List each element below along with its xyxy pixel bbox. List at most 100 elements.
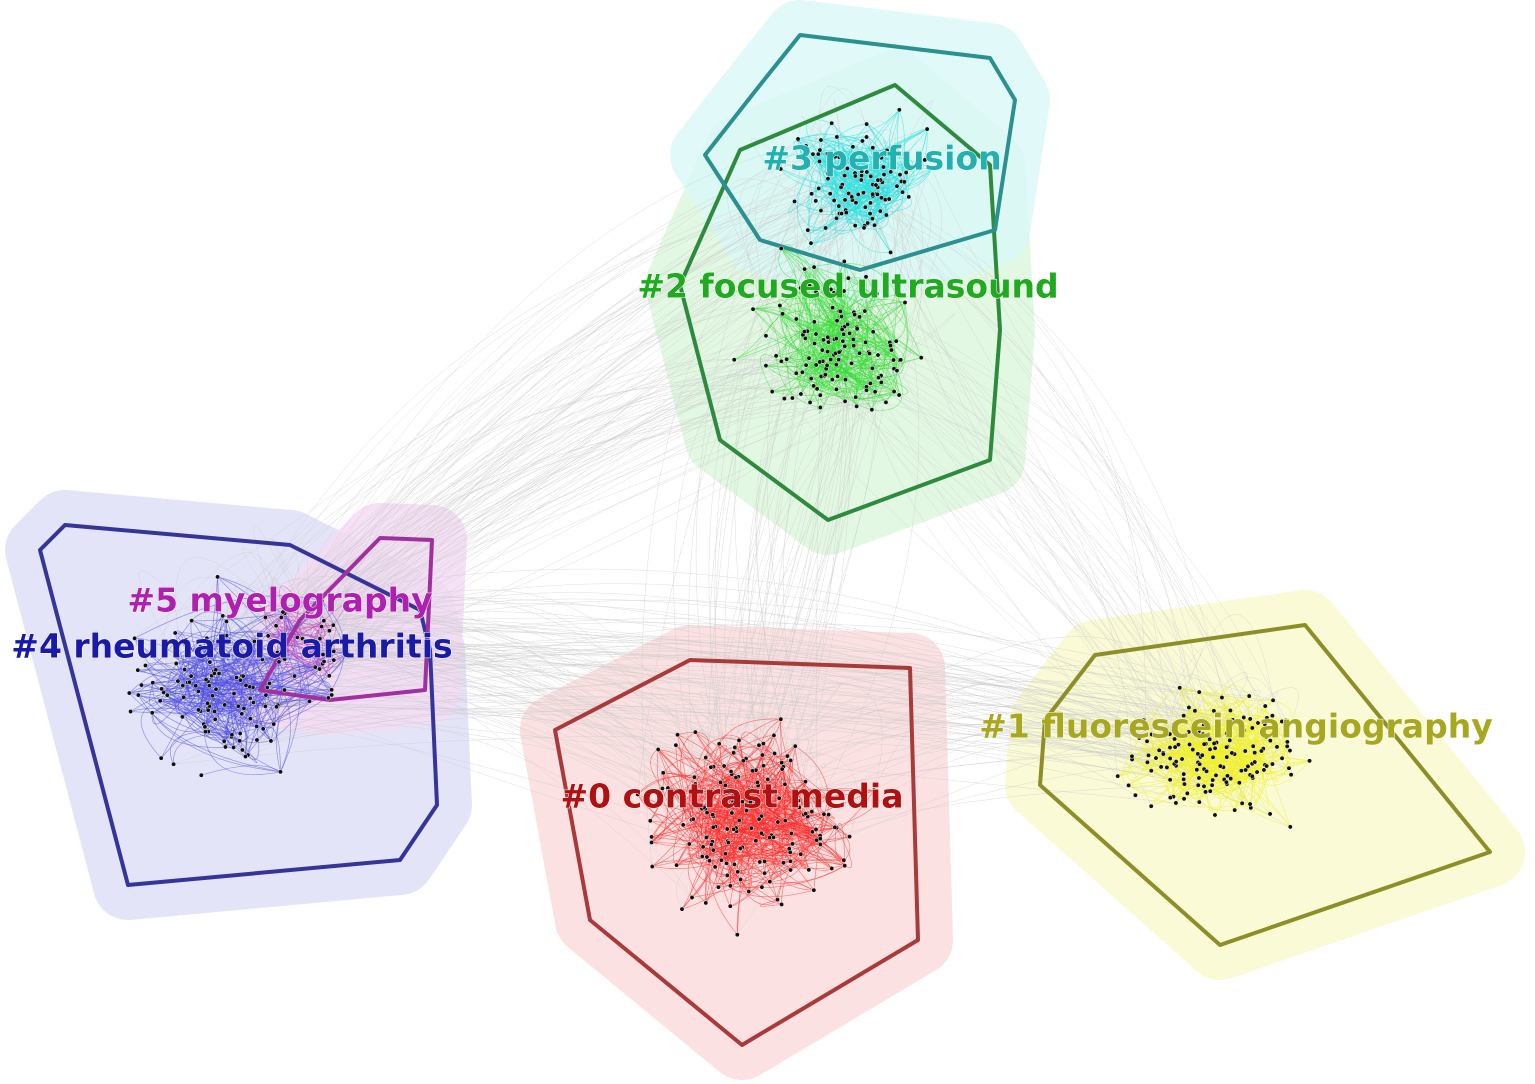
edge — [864, 310, 881, 353]
node — [173, 661, 179, 666]
edge — [275, 700, 310, 772]
node — [1196, 729, 1202, 734]
node — [868, 200, 873, 206]
node — [795, 798, 801, 804]
node — [811, 264, 817, 270]
node — [250, 699, 256, 705]
node — [1254, 769, 1260, 775]
edge — [129, 669, 210, 694]
edge — [820, 139, 887, 216]
node — [182, 667, 188, 673]
edge — [802, 302, 906, 336]
node — [901, 179, 907, 185]
edge — [167, 361, 782, 696]
edge — [282, 611, 775, 754]
edge — [867, 177, 888, 224]
node — [710, 812, 716, 818]
node — [737, 845, 743, 851]
edge — [649, 814, 690, 845]
edge — [200, 646, 220, 725]
node — [731, 826, 737, 832]
edge — [184, 669, 329, 699]
node — [814, 386, 820, 392]
node — [1267, 738, 1273, 744]
node — [825, 349, 831, 355]
edge — [330, 648, 350, 661]
edge — [852, 199, 1197, 735]
edge — [798, 285, 810, 335]
node — [802, 779, 808, 785]
edge — [189, 678, 332, 696]
node — [710, 824, 716, 830]
node — [319, 624, 325, 630]
node — [897, 172, 903, 178]
node — [841, 288, 847, 294]
node — [1232, 807, 1238, 813]
node — [825, 794, 831, 800]
node — [716, 884, 721, 890]
edge — [706, 810, 748, 858]
edge — [281, 616, 1255, 753]
edge — [324, 660, 1185, 785]
edge — [812, 193, 831, 234]
edge — [1183, 741, 1216, 775]
node — [175, 654, 181, 659]
cluster-label: #3 perfusion — [762, 139, 1001, 178]
node — [1177, 685, 1183, 691]
edge — [182, 664, 244, 686]
edge — [310, 620, 331, 650]
node — [271, 721, 277, 727]
edge — [870, 196, 913, 214]
edge — [201, 765, 281, 776]
node — [1167, 777, 1173, 783]
node — [758, 830, 764, 836]
node — [299, 636, 305, 642]
node — [212, 709, 217, 714]
node — [744, 808, 750, 814]
edge — [897, 109, 907, 173]
node — [791, 793, 797, 799]
node — [858, 177, 864, 183]
edge — [705, 745, 727, 767]
node — [847, 330, 853, 336]
node — [331, 648, 337, 654]
edge — [667, 386, 867, 789]
edge — [804, 262, 897, 295]
edge — [1247, 745, 1269, 772]
edge — [316, 641, 330, 676]
edge — [733, 813, 825, 830]
node — [1262, 703, 1268, 709]
node — [869, 216, 875, 222]
node — [274, 704, 279, 710]
edge — [726, 863, 778, 905]
node — [894, 368, 900, 374]
node — [816, 185, 822, 191]
edge — [689, 808, 704, 845]
edge — [1234, 720, 1282, 755]
edge — [859, 315, 895, 369]
node — [893, 292, 899, 298]
node — [822, 284, 828, 290]
edge — [152, 655, 244, 684]
node — [1307, 758, 1312, 764]
node — [817, 836, 823, 842]
edge — [330, 648, 737, 832]
edge — [267, 635, 334, 668]
node — [796, 804, 802, 810]
edge — [1183, 715, 1222, 737]
node — [778, 245, 784, 251]
node — [782, 781, 788, 787]
edge — [1155, 750, 1273, 765]
node — [1267, 811, 1273, 817]
edge — [273, 401, 846, 656]
edge — [1210, 773, 1233, 792]
edge — [137, 620, 192, 673]
node — [1258, 748, 1264, 754]
node — [826, 812, 832, 818]
node — [832, 824, 838, 830]
edge — [837, 350, 852, 377]
node — [853, 394, 859, 400]
edge — [795, 745, 829, 839]
edge — [877, 194, 1146, 730]
node — [767, 879, 773, 885]
